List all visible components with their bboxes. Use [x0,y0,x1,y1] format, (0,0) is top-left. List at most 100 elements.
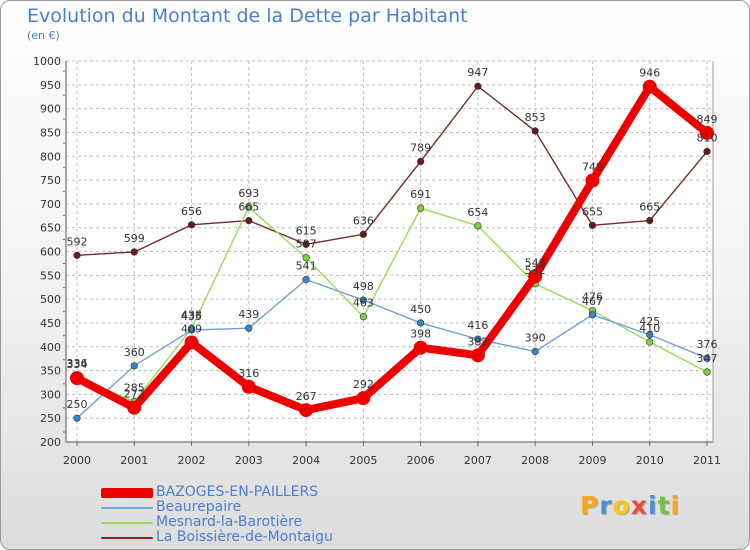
data-point [245,203,253,211]
y-tick-label: 300 [40,388,61,401]
data-label: 541 [296,260,317,273]
data-label: 599 [124,232,145,245]
data-label: 789 [410,141,431,154]
y-tick-label: 200 [40,436,61,449]
data-label: 654 [467,206,488,219]
data-point [302,275,310,284]
data-label: 398 [410,328,431,341]
data-label: 467 [582,295,603,308]
x-tick-label: 2008 [521,454,549,467]
data-point [241,379,256,394]
y-tick-label: 600 [40,246,61,259]
data-label: 691 [410,188,431,201]
data-point [474,82,482,90]
chart-subtitle: (en €) [27,29,60,42]
x-tick-label: 2002 [178,454,206,467]
data-label: 410 [639,322,660,335]
data-point [646,216,654,225]
data-label: 592 [67,235,88,248]
data-label: 336 [67,357,88,370]
y-tick-label: 1000 [33,55,61,68]
data-label: 435 [181,310,202,323]
data-label: 749 [582,161,603,174]
y-tick-label: 700 [40,198,61,211]
data-label: 693 [238,187,259,200]
data-point [417,157,425,166]
data-point [470,348,485,363]
data-label: 316 [238,367,259,380]
data-point [359,230,367,238]
data-point [413,340,428,355]
data-label: 416 [467,319,488,332]
data-label: 390 [525,332,546,345]
data-label: 656 [181,205,202,218]
data-label: 498 [353,280,374,293]
y-tick-label: 500 [40,293,61,306]
data-point [127,400,142,415]
data-point [703,368,711,376]
logo-letter: P [580,491,600,520]
legend-swatch [101,507,153,509]
data-point [302,254,310,262]
data-point [585,173,600,188]
data-label: 615 [296,224,317,237]
y-tick-label: 450 [40,317,61,330]
logo-letter: x [630,491,648,520]
y-tick-label: 350 [40,365,61,378]
x-tick-label: 2010 [636,454,664,467]
data-point [646,331,654,339]
y-tick-label: 950 [40,79,61,92]
logo-letter: i [670,491,681,520]
legend-label: BAZOGES-EN-PAILLERS [156,484,319,500]
data-label: 665 [238,201,259,214]
data-point [588,311,597,319]
y-tick-label: 900 [40,103,61,116]
data-label: 360 [124,346,145,359]
chart-title: Evolution du Montant de la Dette par Hab… [27,5,468,27]
data-label: 376 [697,338,718,351]
data-label: 947 [467,66,488,79]
data-point [245,216,253,225]
y-tick-label: 750 [40,174,61,187]
data-label: 334 [67,358,88,371]
data-label: 810 [697,131,718,144]
data-point [70,371,84,386]
x-tick-label: 2000 [63,454,91,467]
data-point [417,204,425,212]
data-label: 587 [296,238,317,251]
data-point [359,296,367,304]
legend-label: Mesnard-la-Barotière [156,514,303,530]
y-tick-label: 650 [40,222,61,235]
x-tick-label: 2009 [578,454,606,467]
data-label: 655 [582,205,603,218]
series-line [73,82,711,415]
legend-label: La Boissière-de-Montaigu [156,529,333,545]
data-point [299,403,314,418]
data-point [703,147,711,156]
data-point [187,221,196,229]
legend-swatch [101,488,153,498]
data-label: 849 [697,113,718,126]
data-point [703,354,711,362]
data-point [73,414,81,422]
data-point [417,319,425,327]
x-tick-label: 2003 [235,454,263,467]
series-line [76,278,708,419]
x-tick-label: 2004 [292,454,320,467]
x-tick-label: 2006 [407,454,435,467]
data-point [130,248,138,256]
x-tick-label: 2007 [464,454,492,467]
data-label: 548 [525,256,546,269]
data-point [184,335,199,350]
data-point [245,324,253,332]
data-label: 665 [639,201,660,214]
data-label: 532 [525,264,546,277]
y-tick-label: 850 [40,126,61,139]
data-point [646,338,654,346]
data-point [73,251,81,259]
data-label: 292 [353,378,374,391]
data-point [642,79,657,94]
series-line [76,85,708,257]
data-label: 382 [467,335,488,348]
